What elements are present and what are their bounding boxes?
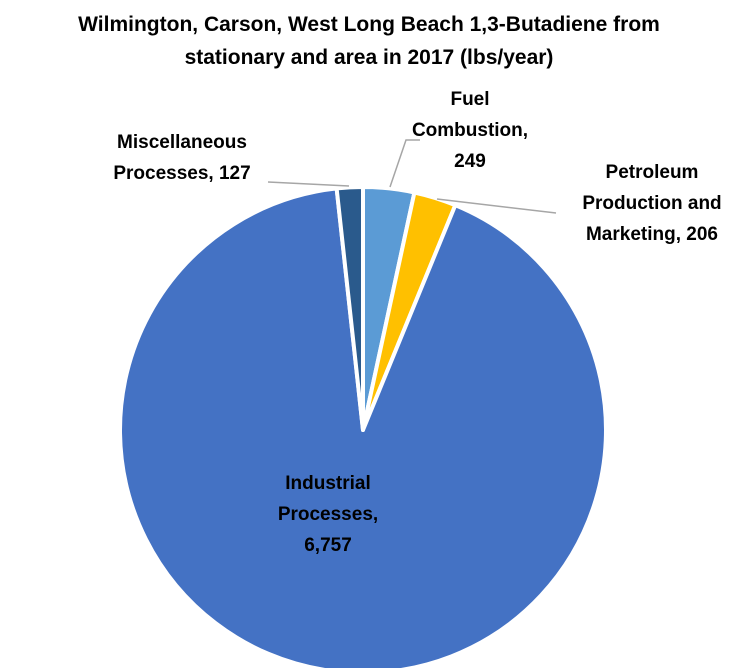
data-label: Industrial Processes, 6,757 <box>277 473 379 556</box>
leader-line <box>389 139 420 188</box>
data-label: Petroleum Production and Marketing, 206 <box>582 162 722 245</box>
data-label: Fuel Combustion, 249 <box>411 89 529 172</box>
label-category: Fuel Combustion <box>411 89 523 141</box>
leader-line <box>267 181 350 187</box>
chart-title: Wilmington, Carson, West Long Beach 1,3-… <box>78 13 660 69</box>
label-category: Miscellaneous Processes <box>113 132 247 184</box>
label-category: Industrial Processes <box>277 473 373 525</box>
label-value: 127 <box>218 163 251 184</box>
label-value: 6,757 <box>304 535 352 556</box>
pie-slice <box>334 185 365 432</box>
pie-slice <box>118 186 608 668</box>
label-value: 249 <box>454 151 486 172</box>
pie <box>118 185 608 668</box>
leader-line <box>436 198 557 214</box>
label-category: Petroleum Production and Marketing <box>582 162 722 245</box>
label-value: 206 <box>686 224 718 245</box>
data-label: Miscellaneous Processes, 127 <box>113 132 251 184</box>
